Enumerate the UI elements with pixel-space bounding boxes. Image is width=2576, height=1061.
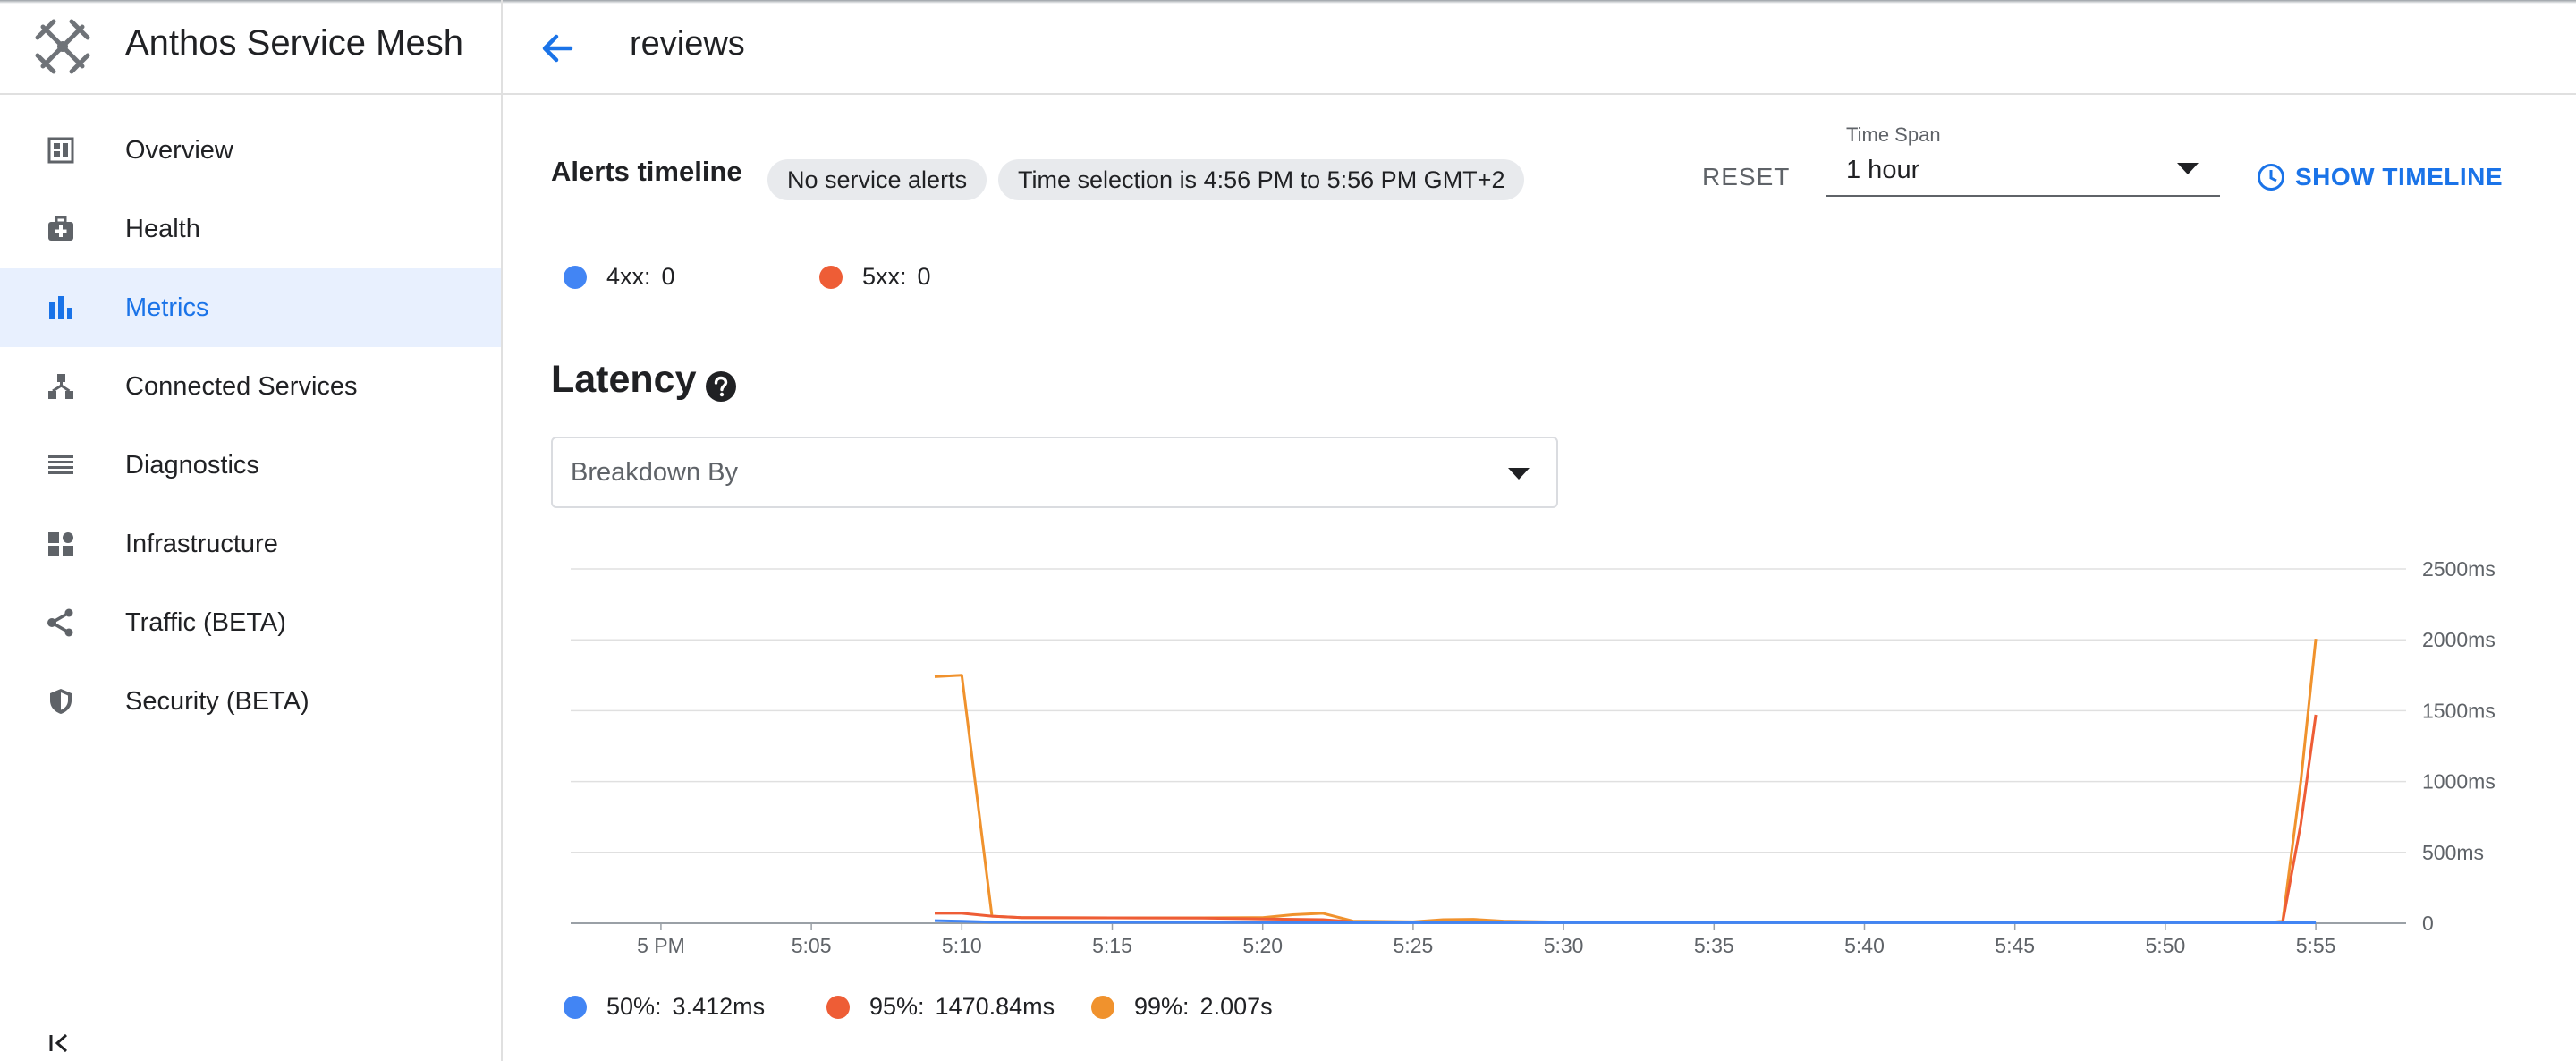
sidebar-nav: Overview Health Metrics bbox=[0, 111, 501, 741]
show-timeline-label: SHOW TIMELINE bbox=[2295, 163, 2504, 191]
connected-services-icon bbox=[48, 374, 73, 399]
legend-value: 3.412ms bbox=[672, 993, 766, 1020]
security-icon bbox=[50, 689, 72, 714]
legend-value: 0 bbox=[917, 263, 931, 290]
sidebar-item-label: Overview bbox=[125, 135, 233, 165]
health-icon bbox=[48, 216, 73, 241]
y-tick-label: 0 bbox=[2422, 912, 2434, 935]
x-tick-label: 5:50 bbox=[2146, 934, 2186, 957]
sidebar-item-label: Traffic (BETA) bbox=[125, 607, 286, 637]
app-title: Anthos Service Mesh bbox=[125, 23, 463, 63]
y-tick-label: 2000ms bbox=[2422, 628, 2496, 651]
page-title: reviews bbox=[630, 25, 745, 63]
sidebar-item-label: Health bbox=[125, 214, 200, 243]
help-icon[interactable] bbox=[705, 370, 737, 403]
legend-name: 50%: bbox=[606, 993, 662, 1020]
infrastructure-icon bbox=[48, 532, 73, 556]
legend-p99: 99%: 2.007s bbox=[1091, 993, 1273, 1021]
x-tick-label: 5:40 bbox=[1844, 934, 1885, 957]
page-header: reviews bbox=[503, 0, 2576, 95]
y-tick-label: 1000ms bbox=[2422, 770, 2496, 794]
time-span-value: 1 hour bbox=[1846, 156, 1920, 184]
y-tick-label: 1500ms bbox=[2422, 699, 2496, 722]
sidebar-item-health[interactable]: Health bbox=[0, 190, 501, 268]
clock-icon bbox=[2258, 164, 2284, 191]
series-line-50pct bbox=[934, 919, 2317, 924]
sidebar-item-metrics[interactable]: Metrics bbox=[0, 268, 501, 347]
traffic-icon bbox=[47, 608, 73, 637]
sidebar-item-label: Connected Services bbox=[125, 371, 358, 401]
x-tick-label: 5:30 bbox=[1544, 934, 1584, 957]
legend-dot bbox=[826, 995, 850, 1019]
sidebar-item-overview[interactable]: Overview bbox=[0, 111, 501, 190]
collapse-sidebar-icon[interactable] bbox=[47, 1029, 75, 1057]
show-timeline-button[interactable]: SHOW TIMELINE bbox=[2256, 157, 2503, 197]
metrics-icon bbox=[49, 296, 72, 319]
legend-name: 5xx: bbox=[862, 263, 907, 290]
breakdown-by-label: Breakdown By bbox=[571, 458, 738, 487]
legend-p50: 50%: 3.412ms bbox=[564, 993, 765, 1021]
legend-value: 1470.84ms bbox=[935, 993, 1055, 1020]
latency-title: Latency bbox=[551, 358, 697, 401]
legend-name: 4xx: bbox=[606, 263, 651, 290]
series-line-99pct bbox=[934, 638, 2318, 924]
chevron-down-icon bbox=[2177, 163, 2199, 174]
alerts-timeline-title: Alerts timeline bbox=[551, 156, 742, 187]
time-selection-chip: Time selection is 4:56 PM to 5:56 PM GMT… bbox=[998, 159, 1525, 200]
sidebar-item-label: Infrastructure bbox=[125, 529, 278, 558]
arrow-back-icon[interactable] bbox=[538, 29, 578, 68]
brand-header: Anthos Service Mesh bbox=[0, 0, 501, 95]
sidebar-item-connected-services[interactable]: Connected Services bbox=[0, 347, 501, 426]
x-tick-label: 5:45 bbox=[1995, 934, 2035, 957]
legend-dot bbox=[819, 265, 843, 289]
sidebar: Anthos Service Mesh Overview Health bbox=[0, 0, 503, 1061]
sidebar-item-label: Diagnostics bbox=[125, 450, 259, 480]
reset-button[interactable]: RESET bbox=[1702, 163, 1791, 191]
no-alerts-chip: No service alerts bbox=[767, 159, 987, 200]
sidebar-item-security[interactable]: Security (BETA) bbox=[0, 662, 501, 741]
sidebar-item-infrastructure[interactable]: Infrastructure bbox=[0, 505, 501, 583]
legend-4xx: 4xx: 0 bbox=[564, 263, 675, 291]
legend-dot bbox=[564, 265, 587, 289]
x-tick-label: 5:55 bbox=[2296, 934, 2336, 957]
sidebar-item-traffic[interactable]: Traffic (BETA) bbox=[0, 583, 501, 662]
x-tick-label: 5:20 bbox=[1242, 934, 1283, 957]
x-tick-label: 5:25 bbox=[1394, 934, 1434, 957]
x-tick-label: 5:35 bbox=[1694, 934, 1734, 957]
legend-dot bbox=[564, 995, 587, 1019]
chevron-down-icon bbox=[1508, 468, 1530, 480]
x-tick-label: 5 PM bbox=[637, 934, 685, 957]
legend-name: 95%: bbox=[869, 993, 925, 1020]
breakdown-by-select[interactable]: Breakdown By bbox=[551, 437, 1558, 508]
anthos-logo-icon[interactable] bbox=[34, 18, 91, 75]
legend-value: 0 bbox=[661, 263, 675, 290]
series-line-95pct bbox=[935, 714, 2318, 924]
x-tick-label: 5:10 bbox=[942, 934, 982, 957]
time-span-label: Time Span bbox=[1846, 123, 1941, 146]
sidebar-item-label: Security (BETA) bbox=[125, 686, 309, 716]
time-span-select[interactable]: 1 hour bbox=[1826, 150, 2220, 197]
legend-name: 99%: bbox=[1134, 993, 1190, 1020]
sidebar-item-label: Metrics bbox=[125, 293, 209, 322]
top-shadow bbox=[0, 0, 2576, 4]
x-tick-label: 5:15 bbox=[1092, 934, 1132, 957]
y-tick-label: 2500ms bbox=[2422, 557, 2496, 581]
diagnostics-icon bbox=[48, 455, 73, 474]
legend-dot bbox=[1091, 995, 1114, 1019]
legend-p95: 95%: 1470.84ms bbox=[826, 993, 1055, 1021]
sidebar-item-diagnostics[interactable]: Diagnostics bbox=[0, 426, 501, 505]
legend-5xx: 5xx: 0 bbox=[819, 263, 931, 291]
overview-icon bbox=[47, 137, 74, 164]
y-tick-label: 500ms bbox=[2422, 841, 2484, 864]
legend-value: 2.007s bbox=[1199, 993, 1273, 1020]
x-tick-label: 5:05 bbox=[792, 934, 832, 957]
